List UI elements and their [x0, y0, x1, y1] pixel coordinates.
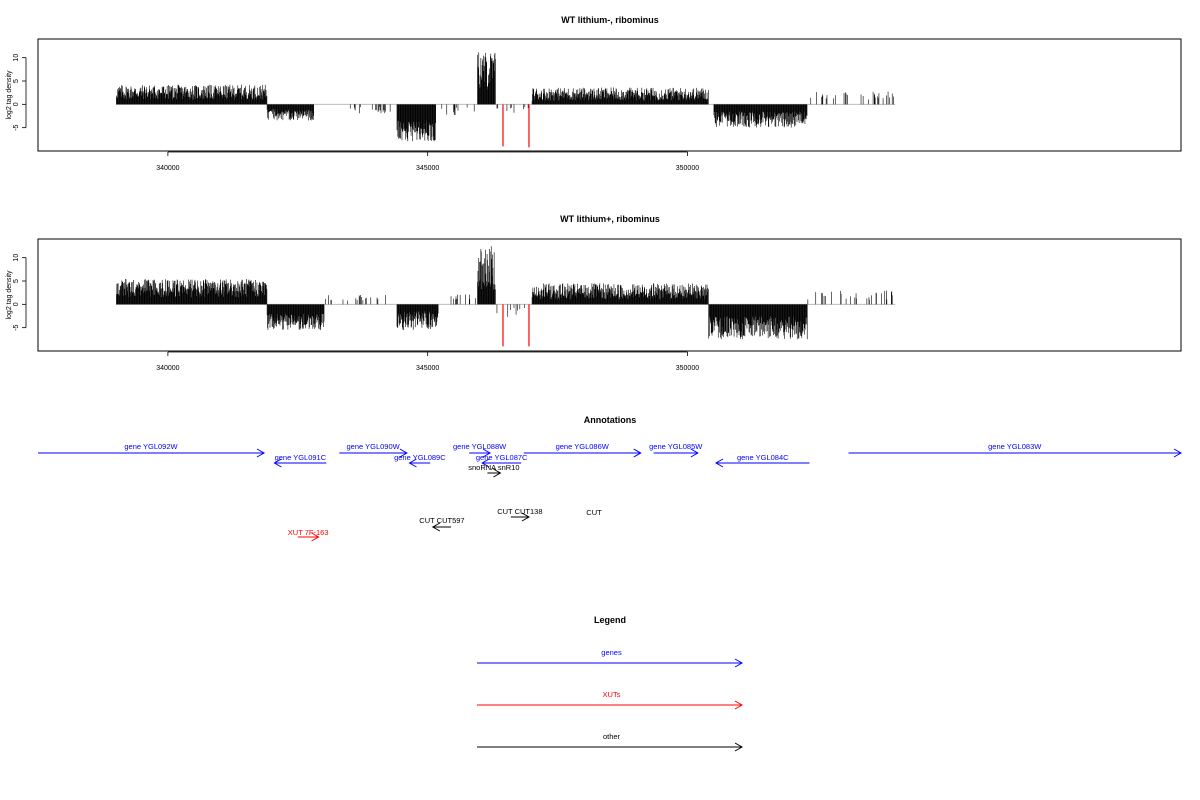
x-axis: 340000 345000 350000: [156, 351, 699, 372]
legend-items: genes XUTs other: [477, 648, 744, 752]
y-axis-label: log2 tag density: [6, 270, 13, 320]
y-tick-label: 0: [13, 302, 20, 306]
feature-label: gene YGL086W: [556, 442, 610, 451]
feature-other: snoRNA snR10: [468, 463, 520, 478]
legend-title: Legend: [594, 615, 626, 625]
feature-other: CUT CUT597: [419, 516, 465, 532]
track-panel-lithium-plus: WT lithium+, ribominus log2 tag density …: [6, 214, 1182, 372]
feature-gene: gene YGL087C: [476, 453, 528, 468]
arrow-head: [734, 658, 744, 668]
feature-gene: gene YGL088W: [453, 442, 507, 458]
signal-bars: [115, 52, 896, 148]
feature-gene: gene YGL086W: [523, 442, 642, 458]
feature-gene: gene YGL083W: [848, 442, 1183, 458]
y-axis: -5 0 5 10: [13, 254, 27, 331]
panel-title: WT lithium+, ribominus: [560, 214, 660, 224]
y-axis: -5 0 5 10: [13, 54, 27, 131]
feature-list: gene YGL092W gene YGL091C gene YGL090W gene…: [38, 442, 1183, 542]
legend-label: other: [603, 732, 621, 741]
arrow-head: [714, 458, 724, 468]
feature-label: gene YGL088W: [453, 442, 507, 451]
feature-label: snoRNA snR10: [468, 463, 519, 472]
feature-gene: gene YGL089C: [394, 453, 446, 468]
feature-label: gene YGL090W: [346, 442, 400, 451]
y-tick-label: 10: [13, 54, 20, 62]
feature-label: CUT CUT138: [497, 507, 542, 516]
feature-gene: gene YGL091C: [273, 453, 327, 468]
feature-label: gene YGL089C: [394, 453, 446, 462]
arrow-head: [408, 458, 417, 468]
plot-frame: [37, 38, 1182, 152]
arrow-head: [482, 448, 492, 458]
plot-frame: [37, 238, 1182, 352]
x-tick-label: 345000: [416, 165, 439, 172]
arrow-head: [431, 522, 441, 532]
x-tick-label: 340000: [156, 365, 179, 372]
overlap-feature-label: CUT: [586, 508, 602, 517]
feature-xut: XUT 7F-163: [288, 528, 329, 542]
y-tick-label: 10: [13, 254, 20, 262]
feature-label: gene YGL092W: [124, 442, 178, 451]
feature-label: CUT CUT597: [419, 516, 464, 525]
y-tick-label: 0: [13, 102, 20, 106]
feature-label: XUT 7F-163: [288, 528, 329, 537]
x-tick-label: 350000: [676, 365, 699, 372]
track-panel-lithium-minus: WT lithium-, ribominus log2 tag density …: [6, 15, 1182, 172]
panel-title: WT lithium-, ribominus: [561, 15, 659, 25]
feature-label: gene YGL084C: [737, 453, 789, 462]
feature-gene: gene YGL090W: [339, 442, 408, 458]
x-tick-label: 345000: [416, 365, 439, 372]
x-axis: 340000 345000 350000: [156, 151, 699, 172]
y-tick-label: -5: [13, 124, 20, 130]
arrow-head: [1173, 448, 1183, 458]
legend: Legend genes XUTs other: [477, 615, 744, 752]
feature-label: gene YGL091C: [275, 453, 327, 462]
arrow-head: [273, 458, 282, 468]
feature-gene: gene YGL084C: [714, 453, 810, 468]
feature-gene: gene YGL092W: [38, 442, 266, 458]
arrow-head: [521, 512, 530, 522]
feature-gene: gene YGL085W: [649, 442, 703, 458]
arrow-head: [690, 448, 699, 458]
y-tick-label: -5: [13, 324, 20, 330]
arrow-head: [399, 448, 408, 458]
y-tick-label: 5: [13, 79, 20, 83]
legend-item: other: [477, 732, 744, 752]
feature-label: gene YGL085W: [649, 442, 703, 451]
arrow-head: [256, 448, 266, 458]
arrow-head: [481, 458, 490, 468]
feature-label: gene YGL083W: [988, 442, 1042, 451]
x-tick-label: 340000: [156, 165, 179, 172]
y-tick-label: 5: [13, 279, 20, 283]
legend-label: genes: [601, 648, 622, 657]
arrow-head: [734, 742, 744, 752]
x-tick-label: 350000: [676, 165, 699, 172]
arrow-head: [734, 700, 744, 710]
legend-item: genes: [477, 648, 744, 668]
annotations-title: Annotations: [584, 415, 637, 425]
feature-label: gene YGL087C: [476, 453, 528, 462]
arrow-head: [633, 448, 642, 458]
arrow-head: [493, 468, 502, 478]
legend-label: XUTs: [603, 690, 621, 699]
arrow-head: [311, 532, 320, 542]
signal-bars: [115, 246, 896, 347]
feature-other: CUT CUT138: [497, 507, 543, 522]
y-axis-label: log2 tag density: [6, 70, 13, 120]
legend-item: XUTs: [477, 690, 744, 710]
